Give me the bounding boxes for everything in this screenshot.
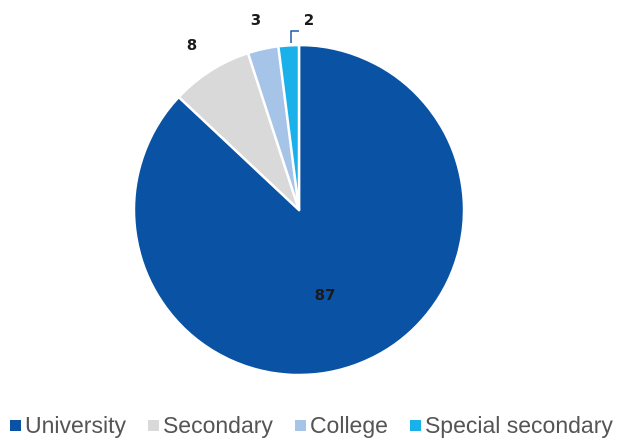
data-label-special-secondary: 2 <box>304 11 314 29</box>
legend-swatch <box>409 420 421 431</box>
legend-label: Secondary <box>162 412 273 438</box>
pie-slice-special-secondary <box>277 43 301 212</box>
legend-label: University <box>25 412 126 438</box>
legend-swatch <box>147 420 159 431</box>
legend-label: College <box>309 412 388 438</box>
legend-label: Special secondary <box>424 412 613 438</box>
legend-item-college: College <box>294 412 388 439</box>
legend-item-secondary: Secondary <box>147 412 273 439</box>
leader-line-special-secondary <box>290 30 299 43</box>
data-label-secondary: 8 <box>187 36 197 54</box>
legend-swatch <box>294 420 306 431</box>
data-label-college: 3 <box>251 11 261 29</box>
legend-item-special-secondary: Special secondary <box>409 412 613 439</box>
data-label-university: 87 <box>315 286 336 304</box>
legend-item-university: University <box>10 412 126 439</box>
legend-swatch <box>10 420 21 431</box>
legend: University Secondary College Special second… <box>10 412 622 439</box>
